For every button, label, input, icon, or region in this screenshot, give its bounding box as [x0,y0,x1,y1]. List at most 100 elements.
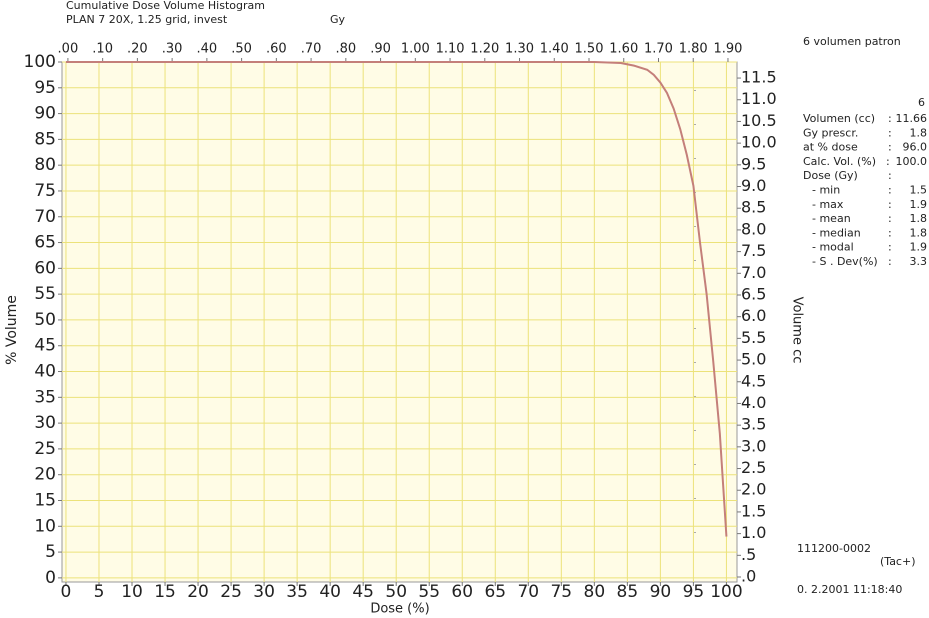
x2-tick-label: 1.50 [575,42,604,57]
stat-colon: : [888,241,892,254]
x2-tick-label: .40 [197,42,218,57]
y2-tick-label: 7.0 [741,263,766,282]
stat-label: - max [812,198,844,211]
x-tick-label: 95 [683,582,705,602]
y2-tick-label: 5.0 [741,350,766,369]
y2-tick-label: 1.5 [741,501,766,520]
y2-tick-label: 2.5 [741,458,766,477]
x2-tick-label: 1.40 [540,42,569,57]
stat-value: 96.0 [903,141,928,154]
panel-id: 111200-0002 [797,542,871,555]
stat-label: Gy prescr. [803,126,858,139]
stat-value: 1.9 [910,198,928,211]
y2-tick-label: 4.5 [741,371,766,390]
y-tick-label: 40 [34,362,56,382]
stat-value: 1.9 [910,241,928,254]
x2-tick-label: .80 [335,42,356,57]
y2-tick-label: 7.5 [741,241,766,260]
x2-tick-label: .30 [162,42,183,57]
x2-tick-label: .90 [370,42,391,57]
x-tick-label: 25 [220,582,242,602]
y2-tick-label: 6.5 [741,284,766,303]
stat-value: 3.3 [910,255,928,268]
y-tick-label: 100 [24,52,56,72]
stat-value: 11.66 [896,112,928,125]
y-tick-label: 60 [34,258,56,278]
stat-colon: : [888,212,892,225]
y2-tick-label: 8.5 [741,198,766,217]
x-tick-label: 40 [319,582,341,602]
panel-heading: 6 volumen patron [803,35,901,48]
y-tick-label: 95 [34,78,56,98]
x-tick-label: 15 [154,582,176,602]
x2-tick-label: .50 [231,42,252,57]
x-tick-label: 35 [286,582,308,602]
x2-tick-label: .10 [92,42,113,57]
y-tick-label: 15 [34,490,56,510]
y-tick-label: 70 [34,207,56,227]
x2-tick-label: 1.00 [401,42,430,57]
y2-tick-label: 10.0 [741,133,777,152]
x-tick-label: 50 [385,582,407,602]
stat-label: - min [812,184,840,197]
x-tick-label: 0 [61,582,72,602]
x-tick-label: 10 [121,582,143,602]
x-tick-label: 70 [517,582,539,602]
y2-tick-label: 2.0 [741,480,766,499]
y-tick-label: 10 [34,516,56,536]
x2-tick-label: 1.10 [436,42,465,57]
chart-title: Cumulative Dose Volume Histogram [66,0,265,12]
x2-tick-label: .60 [266,42,287,57]
stat-label: at % dose [803,141,858,154]
x2-tick-label: 1.60 [609,42,638,57]
stat-colon: : [888,141,892,154]
y-tick-label: 35 [34,387,56,407]
y2-tick-label: 10.5 [741,111,777,130]
stat-value: 1.5 [910,184,928,197]
stat-value: 1.8 [910,226,928,239]
x-tick-label: 100 [710,582,742,602]
y-tick-label: 85 [34,129,56,149]
plot-area [61,61,738,583]
panel-tag: (Tac+) [880,555,916,568]
stat-label: - modal [812,241,854,254]
y-tick-label: 5 [45,542,56,562]
y2-tick-label: 11.0 [741,89,777,108]
x-tick-label: 90 [650,582,672,602]
x2-unit: Gy [330,13,346,26]
grid [62,61,737,582]
x2-tick-label: 1.70 [644,42,673,57]
y-tick-label: 0 [45,568,56,588]
stat-colon: : [888,126,892,139]
x2-tick-label: .00 [58,42,79,57]
y-axis-label: % Volume [4,295,20,365]
stat-value: 100.0 [896,155,928,168]
x2-tick-label: 1.80 [679,42,708,57]
x-tick-label: 65 [484,582,506,602]
x2-tick-label: 1.30 [505,42,534,57]
x-tick-label: 75 [550,582,572,602]
y2-tick-label: .0 [741,567,756,586]
y2-tick-label: 3.0 [741,436,766,455]
x-tick-label: 60 [451,582,473,602]
y-tick-label: 65 [34,233,56,253]
y2-tick-label: 11.5 [741,68,777,87]
panel-date: 0. 2.2001 11:18:40 [797,583,902,596]
chart-subtitle: PLAN 7 20X, 1.25 grid, invest [66,13,228,26]
dvh-line [65,61,728,537]
x-tick-label: 85 [617,582,639,602]
x-tick-label: 20 [187,582,209,602]
x-tick-label: 80 [584,582,606,602]
y2-tick-label: 8.0 [741,219,766,238]
y-tick-label: 80 [34,155,56,175]
x-tick-label: 55 [418,582,440,602]
stat-colon: : [886,155,890,168]
stat-label: Volumen (cc) [803,112,875,125]
y2-tick-label: 9.0 [741,176,766,195]
x-tick-label: 5 [94,582,105,602]
y-tick-label: 25 [34,439,56,459]
x-tick-label: 45 [352,582,374,602]
y-tick-label: 90 [34,104,56,124]
